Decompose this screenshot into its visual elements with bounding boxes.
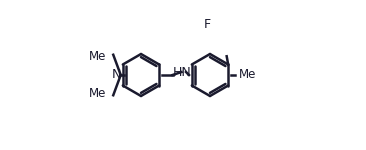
Text: HN: HN [173, 66, 192, 78]
Text: Me: Me [239, 69, 257, 81]
Text: N: N [112, 69, 121, 81]
Text: Me: Me [89, 87, 107, 100]
Text: F: F [204, 18, 211, 30]
Text: Me: Me [89, 50, 107, 63]
